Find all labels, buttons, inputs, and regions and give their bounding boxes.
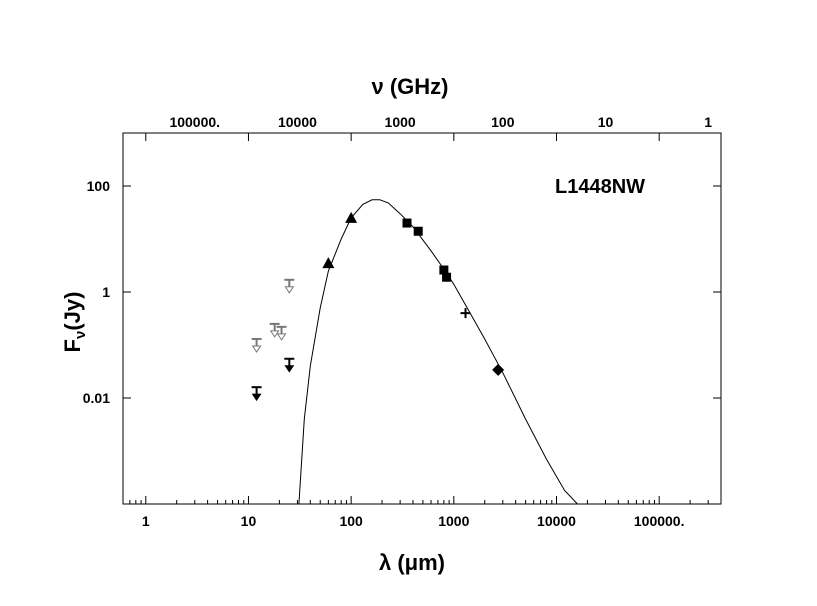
square-marker: [442, 272, 452, 282]
plot-frame: [122, 132, 722, 505]
y-axis-title-unit: (Jy): [60, 292, 85, 331]
upper-limit-arrowhead: [251, 345, 262, 353]
upper-limit-arrowhead: [276, 333, 287, 341]
y-tick-label: 0.01: [83, 390, 110, 406]
square-marker: [439, 265, 449, 275]
y-axis-title: Fν(Jy): [60, 292, 89, 353]
x-tick-label: 10: [241, 513, 257, 529]
x-tick-label: 10000: [537, 513, 576, 529]
source-label: L1448NW: [555, 176, 645, 198]
x-tick-label: 1000: [438, 513, 469, 529]
x-tick-label: 100000.: [634, 513, 685, 529]
top-tick-label: 10: [598, 114, 614, 130]
x-axis-title: λ (μm): [379, 550, 445, 575]
diamond-marker: [492, 363, 505, 376]
axis-ticks: 1 10 100 1000 10000 100000.100000. 10000 1000 10…: [83, 114, 721, 529]
data-points: [251, 211, 505, 402]
triangle-marker: [322, 257, 335, 269]
top-tick-label: 100000.: [169, 114, 220, 130]
upper-limit-arrowhead: [251, 393, 262, 402]
top-tick-label: 10000: [278, 114, 317, 130]
top-tick-label: 1: [704, 114, 712, 130]
square-marker: [402, 218, 412, 228]
upper-limit-arrowhead: [269, 330, 280, 338]
y-axis-title-subscript: ν: [72, 331, 89, 339]
y-tick-label: 100: [87, 178, 111, 194]
y-axis-title-main: F: [60, 339, 85, 352]
triangle-marker: [345, 211, 358, 223]
cross-marker: [460, 308, 471, 319]
y-tick-label: 1: [102, 284, 110, 300]
model-curve: [298, 199, 578, 505]
square-marker: [413, 226, 423, 236]
upper-limit-arrowhead: [284, 365, 295, 373]
top-tick-label: 100: [491, 114, 515, 130]
top-tick-label: 1000: [385, 114, 416, 130]
x-tick-label: 1: [142, 513, 150, 529]
top-axis-title: ν (GHz): [372, 74, 449, 99]
x-tick-label: 100: [339, 513, 363, 529]
upper-limit-arrowhead: [284, 286, 295, 294]
